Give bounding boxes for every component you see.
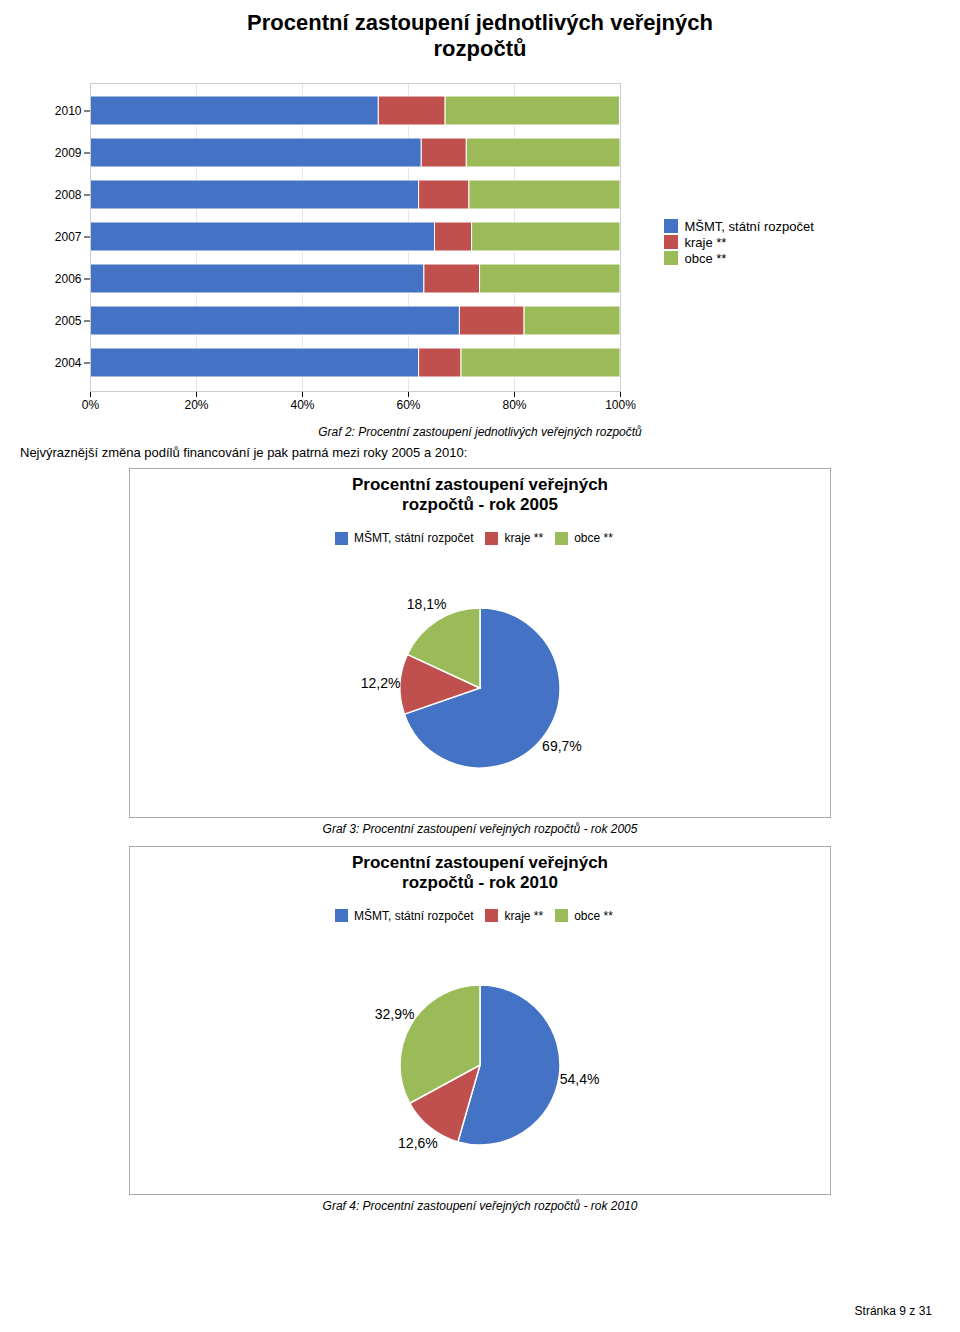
svg-text:2009: 2009 (55, 146, 82, 160)
html-text:MŠMT, státní rozpočet: MŠMT, státní rozpočet (354, 908, 474, 923)
html-text:Procentní zastoupení veřejných: Procentní zastoupení veřejných rozpočtů … (352, 852, 608, 892)
svg-text:2007: 2007 (55, 230, 82, 244)
html-text:obce **: obce ** (684, 250, 727, 266)
html-text:Stránka 9 z 31: Stránka 9 z 31 (854, 1304, 932, 1318)
svg-text:12,6%: 12,6% (398, 1135, 438, 1151)
svg-text:2006: 2006 (55, 272, 82, 286)
html-text:kraje **: kraje ** (684, 234, 727, 250)
svg-text:54,4%: 54,4% (560, 1071, 600, 1087)
html-text:Graf 2: Procentní zastoupení j: Graf 2: Procentní zastoupení jednotlivýc… (318, 424, 642, 439)
html-text:kraje **: kraje ** (504, 531, 544, 546)
html-text:Nejvýraznější změna podílů fin: Nejvýraznější změna podílů financování j… (20, 444, 468, 460)
svg-text:100%: 100% (605, 398, 636, 412)
svg-text:20%: 20% (184, 398, 208, 412)
svg-text:18,1%: 18,1% (407, 595, 447, 611)
svg-text:2008: 2008 (55, 188, 82, 202)
html-text:obce **: obce ** (574, 908, 613, 923)
svg-text:12,2%: 12,2% (361, 675, 401, 691)
svg-text:0%: 0% (82, 398, 100, 412)
html-text:Graf 4: Procentní zastoupení v: Graf 4: Procentní zastoupení veřejných r… (322, 1199, 638, 1214)
svg-text:80%: 80% (502, 398, 526, 412)
html-text:MŠMT, státní rozpočet: MŠMT, státní rozpočet (354, 531, 474, 546)
svg-text:2010: 2010 (55, 104, 82, 118)
svg-text:60%: 60% (396, 398, 420, 412)
html-text:MŠMT, státní rozpočet: MŠMT, státní rozpočet (684, 218, 814, 234)
html-text:Graf 3: Procentní zastoupení v: Graf 3: Procentní zastoupení veřejných r… (322, 821, 638, 836)
html-text:Procentní zastoupení veřejných: Procentní zastoupení veřejných rozpočtů … (352, 474, 608, 515)
svg-text:2004: 2004 (55, 356, 82, 370)
html-text:kraje **: kraje ** (504, 908, 544, 923)
html-text:Procentní zastoupení jednotliv: Procentní zastoupení jednotlivých veřejn… (247, 10, 713, 62)
svg-text:40%: 40% (290, 398, 314, 412)
html-text:obce **: obce ** (574, 531, 613, 546)
svg-text:32,9%: 32,9% (375, 1006, 415, 1022)
svg-text:69,7%: 69,7% (542, 738, 582, 754)
svg-text:2005: 2005 (55, 314, 82, 328)
